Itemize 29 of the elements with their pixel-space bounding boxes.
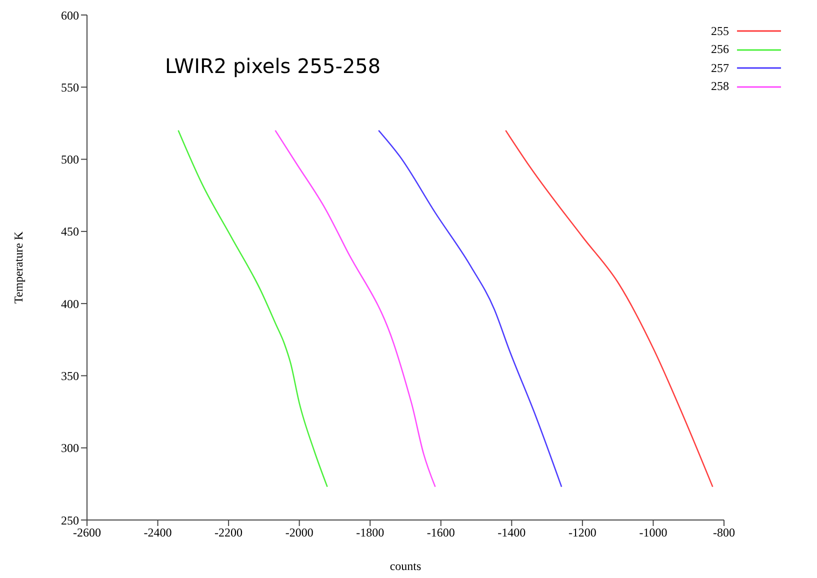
x-tick-label: -2000 bbox=[285, 526, 314, 540]
line-series bbox=[178, 130, 328, 488]
x-tick-label: -1400 bbox=[498, 526, 526, 540]
y-tick-label: 600 bbox=[61, 8, 79, 22]
y-tick-label: 500 bbox=[61, 152, 79, 167]
x-tick-label: -2200 bbox=[214, 526, 243, 540]
text: LWIR2 pixels 255-258 bbox=[165, 54, 381, 78]
x-tick-label: -800 bbox=[713, 526, 735, 540]
legend-label: 258 bbox=[710, 79, 729, 94]
x-tick-label: -2400 bbox=[144, 526, 172, 540]
x-tick-label: -1600 bbox=[426, 526, 455, 540]
x-axis-title: counts bbox=[390, 559, 422, 573]
y-axis-title: Temperature K bbox=[11, 231, 26, 304]
legend-label: 257 bbox=[710, 60, 729, 76]
y-tick-label: 450 bbox=[61, 224, 79, 239]
x-tick-label: -1200 bbox=[568, 526, 596, 540]
y-tick-label: 550 bbox=[61, 80, 79, 94]
y-tick-label: 350 bbox=[61, 368, 79, 383]
line-series bbox=[274, 130, 436, 488]
x-tick-label: -1000 bbox=[639, 526, 668, 540]
x-tick-label: -2600 bbox=[73, 526, 101, 540]
y-tick-label: 250 bbox=[61, 513, 79, 528]
legend-label: 255 bbox=[710, 24, 729, 39]
y-tick-label: 300 bbox=[61, 441, 79, 456]
line-series bbox=[505, 130, 714, 488]
line-series bbox=[378, 130, 562, 488]
y-tick-label: 400 bbox=[61, 296, 79, 311]
x-tick-label: -1800 bbox=[356, 526, 384, 540]
legend-label: 256 bbox=[710, 42, 729, 58]
